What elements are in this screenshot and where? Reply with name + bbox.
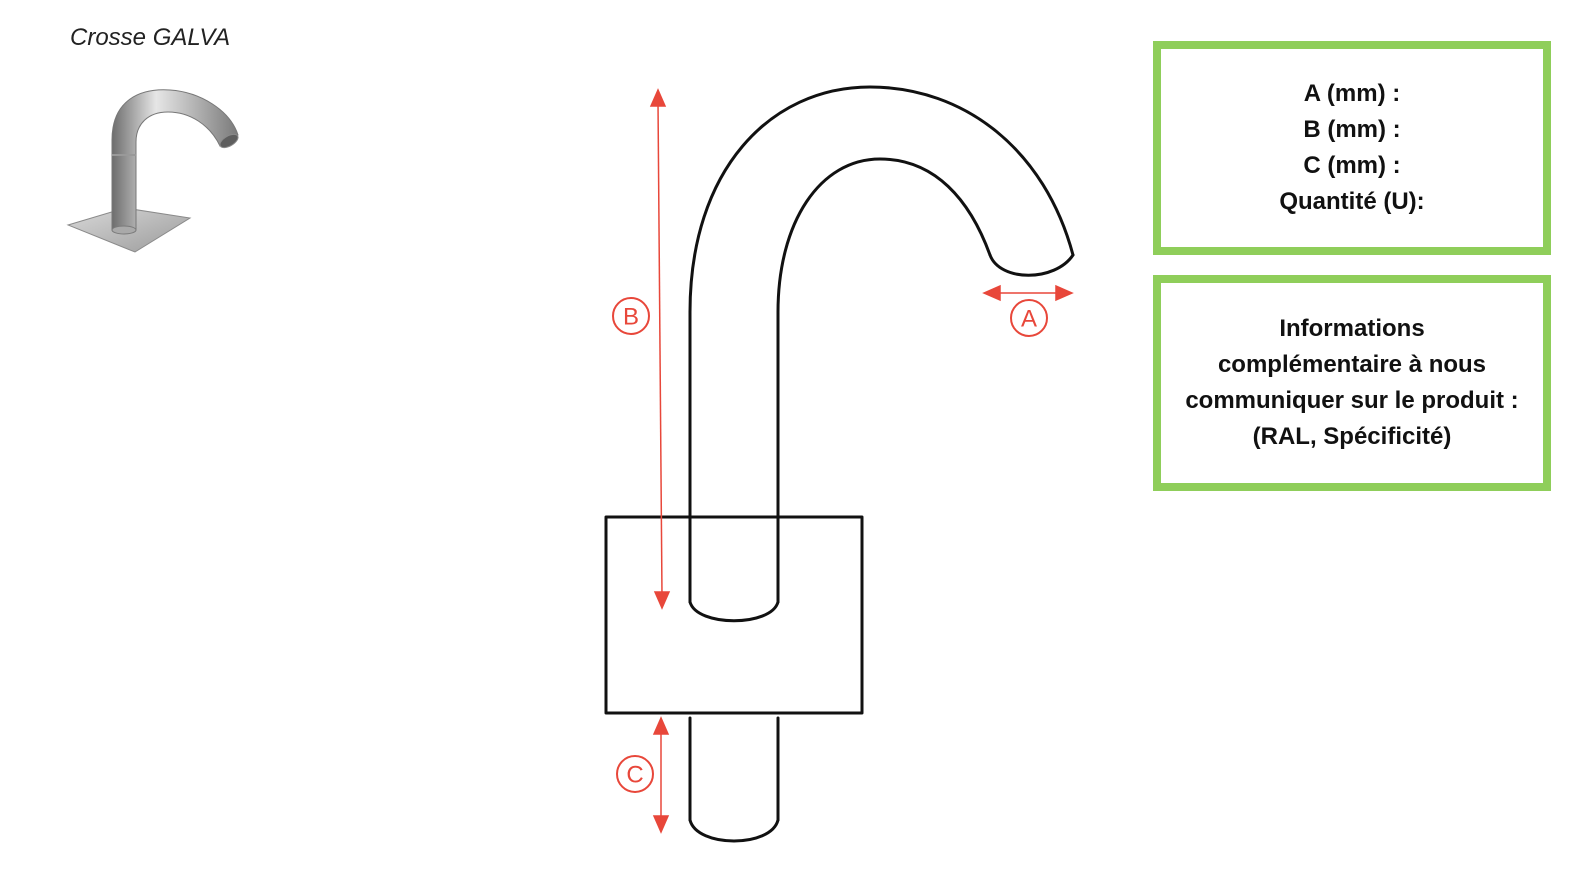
- dimensions-box: A (mm) : B (mm) : C (mm) : Quantité (U):: [1153, 41, 1551, 255]
- dimension-c-arrow-top: [652, 716, 670, 735]
- dimension-c-marker: [616, 755, 654, 793]
- spigot-bottom-end: [688, 818, 780, 843]
- pipe-bottom-end: [688, 600, 780, 623]
- dimension-c-arrow-bottom: [652, 815, 670, 834]
- dimension-a-label: A: [1021, 306, 1037, 333]
- hook-inner-curve: [776, 157, 992, 314]
- hook-outlet-end: [988, 253, 1075, 277]
- notes-line-1: Informations: [1279, 315, 1425, 342]
- dimension-a-marker: [1010, 299, 1048, 337]
- base-plate: [604, 515, 864, 715]
- product-photo: [66, 89, 239, 253]
- notes-line-3: communiquer sur le produit :: [1185, 387, 1519, 414]
- dimension-a-field: A (mm) :: [1303, 80, 1401, 107]
- dimension-b-arrow-top: [649, 88, 667, 107]
- dimension-c-label: C: [626, 762, 643, 789]
- dimension-b-label: B: [623, 304, 639, 331]
- dimension-b-marker: [612, 297, 650, 335]
- dimension-b-field: B (mm) :: [1303, 116, 1401, 143]
- dimension-b-arrow-bottom: [653, 591, 671, 610]
- quantity-field: Quantité (U):: [1279, 188, 1425, 215]
- dimension-a-arrow-right: [1055, 284, 1074, 302]
- hook-outer-curve: [688, 85, 1075, 314]
- notes-line-2: complémentaire à nous: [1217, 351, 1487, 378]
- notes-line-4: (RAL, Spécificité): [1252, 423, 1452, 450]
- dimension-c-field: C (mm) :: [1303, 152, 1401, 179]
- product-title: Crosse GALVA: [70, 24, 231, 51]
- dimension-b-line: [657, 101, 663, 597]
- dimension-a-arrow-left: [982, 284, 1001, 302]
- notes-box: Informations complémentaire à nous commu…: [1153, 275, 1551, 491]
